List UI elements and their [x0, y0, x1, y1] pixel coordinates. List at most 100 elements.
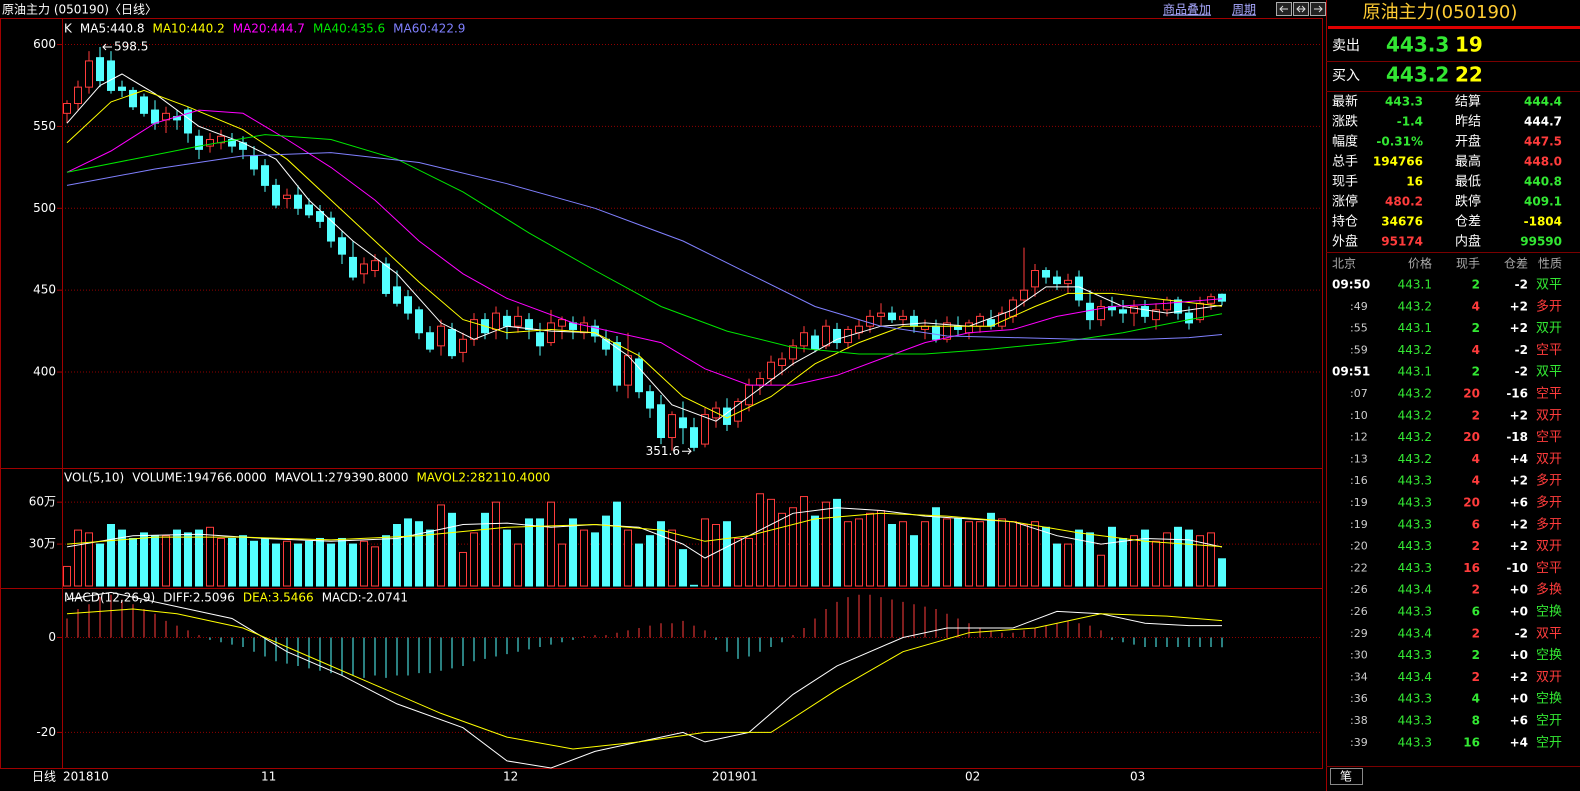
- candle-body: [888, 312, 896, 321]
- candle-body: [701, 414, 709, 445]
- legend-label: MAVOL2:282110.4000: [416, 471, 550, 485]
- volume-bar: [932, 507, 940, 587]
- volume-bar: [899, 521, 907, 587]
- candle-body: [778, 358, 786, 366]
- candle-body: [657, 404, 665, 439]
- candle-body: [635, 358, 643, 393]
- volume-bar: [558, 543, 566, 587]
- side-price: 443.2: [1386, 63, 1449, 87]
- volume-bar: [789, 507, 797, 587]
- tick-volume: 2: [1472, 408, 1480, 422]
- overlay-link[interactable]: 商品叠加: [1163, 2, 1211, 17]
- tick-price: 443.2: [1398, 408, 1432, 422]
- tick-nature: 空开: [1536, 735, 1562, 750]
- tick-price: 443.1: [1398, 278, 1432, 292]
- volume-bar: [679, 549, 687, 587]
- legend-label: VOL(5,10): [64, 471, 124, 485]
- tick-nature: 多开: [1536, 516, 1562, 532]
- tick-price: 443.4: [1398, 670, 1432, 684]
- y-tick-label: 400: [33, 365, 56, 379]
- candle-body: [1130, 306, 1138, 314]
- volume-bar: [1185, 529, 1193, 587]
- volume-bar: [371, 546, 379, 587]
- quote-value: -1804: [1524, 215, 1562, 229]
- tick-volume: 2: [1472, 626, 1480, 640]
- indicator-line: [66, 89, 1223, 419]
- tick-price: 443.3: [1398, 714, 1432, 728]
- candle-body: [151, 109, 159, 124]
- legend-label: MACD:-2.0741: [322, 591, 408, 605]
- tick-volume: 4: [1472, 474, 1480, 488]
- tick-price: 443.3: [1398, 735, 1432, 749]
- period-link[interactable]: 周期: [1232, 3, 1256, 17]
- quote-value: 409.1: [1524, 195, 1562, 209]
- x-tick-label: 12: [503, 770, 518, 784]
- tick-volume: 4: [1472, 343, 1480, 357]
- tick-oi: -18: [1506, 430, 1528, 444]
- volume-bar: [943, 518, 951, 587]
- tick-oi: +2: [1510, 670, 1528, 684]
- candle-body: [646, 391, 654, 409]
- tick-volume: 2: [1472, 278, 1480, 292]
- quote-label: 现手: [1332, 175, 1358, 190]
- tick-nature: 双平: [1536, 626, 1562, 641]
- tick-volume: 20: [1463, 430, 1480, 444]
- quote-label: 开盘: [1455, 134, 1481, 150]
- candle-body: [1218, 293, 1226, 302]
- candle-body: [613, 342, 621, 386]
- volume-bar: [591, 532, 599, 587]
- volume-bar: [173, 529, 181, 587]
- tick-time: :34: [1350, 670, 1368, 683]
- volume-bar: [327, 543, 335, 587]
- y-tick-label: 500: [33, 201, 56, 215]
- volume-bar: [1075, 529, 1083, 587]
- candle-body: [492, 312, 500, 330]
- tab[interactable]: [1330, 768, 1363, 785]
- volume-bar: [668, 529, 676, 587]
- quote-value: -0.31%: [1376, 135, 1423, 149]
- tick-time: 09:51: [1332, 365, 1370, 379]
- volume-bar: [470, 532, 478, 587]
- candle-body: [426, 332, 434, 350]
- candle-body: [1141, 306, 1149, 317]
- volume-bar: [1108, 526, 1116, 587]
- quote-label: 最高: [1455, 154, 1481, 170]
- y-tick-label: 450: [33, 283, 56, 297]
- tick-time: :19: [1350, 518, 1368, 531]
- candle-body: [514, 315, 522, 327]
- tick-time: :55: [1350, 322, 1368, 335]
- tick-oi: -10: [1506, 561, 1528, 575]
- tick-volume: 16: [1463, 561, 1480, 575]
- tick-oi: +4: [1510, 735, 1528, 749]
- volume-bar: [261, 537, 269, 587]
- tick-price: 443.2: [1398, 430, 1432, 444]
- volume-bar: [1097, 554, 1105, 587]
- volume-bar: [888, 524, 896, 587]
- volume-bar: [602, 515, 610, 587]
- candle-body: [1163, 299, 1171, 311]
- tick-nature: 双开: [1536, 539, 1562, 554]
- tick-volume: 6: [1472, 605, 1480, 619]
- candle-body: [305, 204, 313, 216]
- volume-bar: [1196, 535, 1204, 587]
- tick-nature: 空换: [1536, 692, 1562, 707]
- nav-buttons: [1276, 2, 1326, 16]
- quote-value: 447.5: [1524, 135, 1562, 149]
- volume-bar: [833, 498, 841, 587]
- volume-bar: [657, 521, 665, 587]
- volume-bar: [129, 537, 137, 587]
- tab-label: 笔: [1340, 769, 1352, 784]
- candle-body: [140, 96, 148, 114]
- tick-nature: 多开: [1536, 495, 1562, 511]
- volume-bar: [118, 529, 126, 587]
- volume-bar: [1130, 535, 1138, 587]
- tick-time: 09:50: [1332, 278, 1370, 292]
- volume-bar: [360, 540, 368, 587]
- quote-label: 总手: [1332, 155, 1358, 170]
- quote-value: 480.2: [1385, 195, 1423, 209]
- tick-volume: 4: [1472, 692, 1480, 706]
- column-header: 性质: [1538, 257, 1562, 271]
- volume-bar: [1086, 532, 1094, 587]
- tick-price: 443.3: [1398, 517, 1432, 531]
- legend-label: MAVOL1:279390.8000: [275, 471, 409, 485]
